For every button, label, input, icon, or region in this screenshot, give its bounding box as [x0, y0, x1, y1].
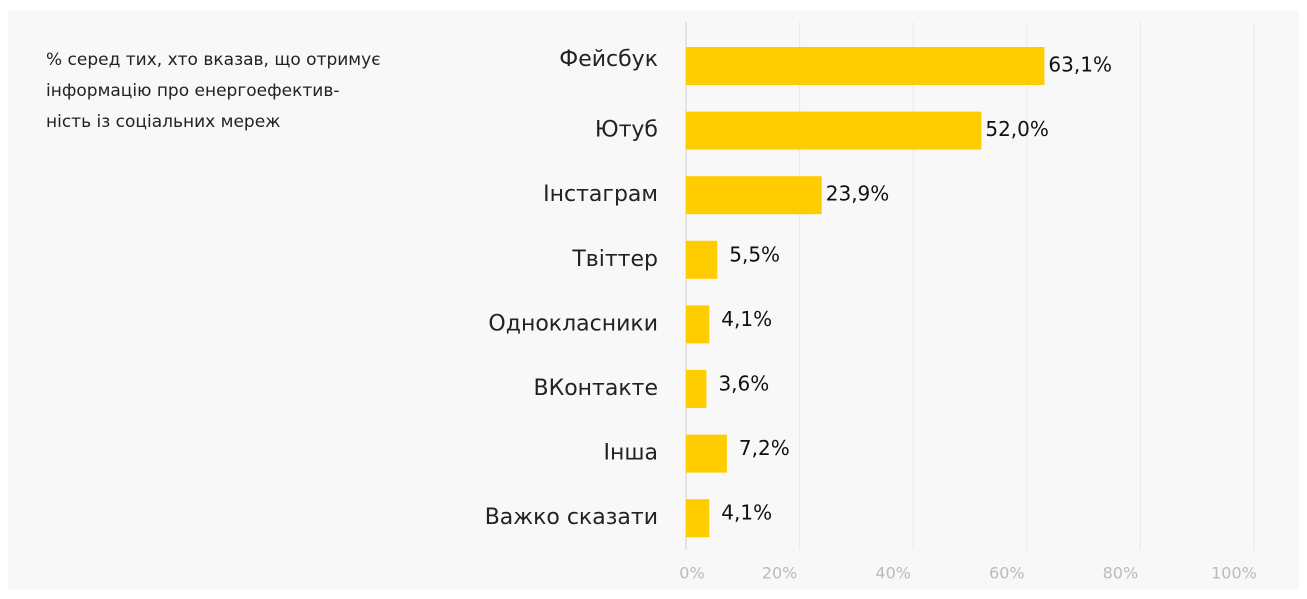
- y-tick-label: Фейсбук: [559, 47, 658, 72]
- value-label: 52,0%: [985, 117, 1049, 141]
- y-tick-label: Твіттер: [571, 247, 658, 272]
- x-tick-label: 0%: [679, 564, 704, 583]
- x-tick-label: 60%: [989, 564, 1025, 583]
- value-label: 63,1%: [1048, 53, 1112, 77]
- x-tick-label: 100%: [1211, 564, 1257, 583]
- bar: [686, 47, 1045, 85]
- y-tick-label: Інстаграм: [543, 182, 658, 207]
- bar: [686, 176, 822, 215]
- y-tick-label: Інша: [604, 441, 658, 466]
- x-tick-label: 80%: [1103, 564, 1139, 583]
- subtitle: % серед тих, хто вказав, що отримує: [46, 50, 381, 70]
- y-tick-label: Однокласники: [488, 311, 658, 336]
- bar: [686, 370, 707, 408]
- bar: [686, 240, 718, 279]
- subtitle: ність із соціальних мереж: [46, 112, 281, 132]
- subtitle: інформацію про енергоефектив-: [46, 81, 340, 101]
- y-tick-label: Важко сказати: [485, 505, 658, 530]
- panel: [8, 10, 1299, 590]
- value-label: 3,6%: [718, 372, 769, 396]
- value-label: 23,9%: [826, 182, 890, 206]
- x-tick-label: 40%: [875, 564, 911, 583]
- bar: [686, 434, 727, 473]
- value-label: 4,1%: [721, 307, 772, 331]
- x-tick-label: 20%: [762, 564, 798, 583]
- y-tick-label: ВКонтакте: [534, 376, 659, 401]
- value-label: 5,5%: [729, 242, 780, 266]
- bar: [686, 499, 710, 538]
- value-label: 7,2%: [739, 436, 790, 460]
- bar: [686, 111, 982, 150]
- value-label: 4,1%: [721, 501, 772, 525]
- y-tick-label: Ютуб: [595, 118, 658, 143]
- bar: [686, 305, 710, 344]
